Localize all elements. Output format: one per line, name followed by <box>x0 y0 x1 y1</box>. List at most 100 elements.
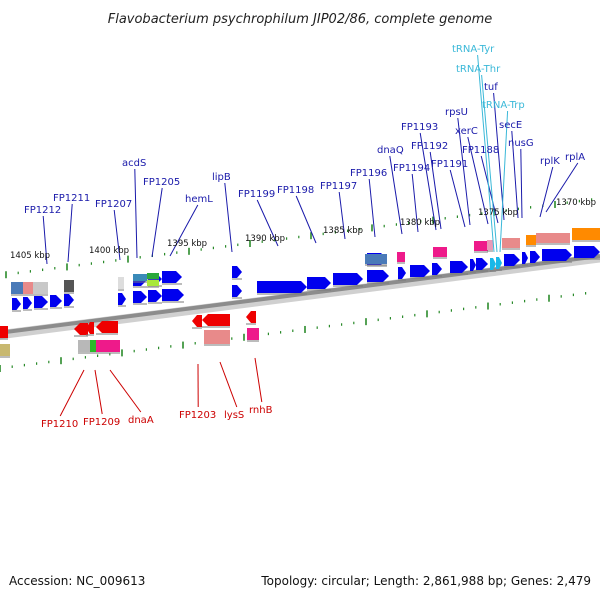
leader-line <box>419 132 437 231</box>
gene-label: lysS <box>224 410 244 421</box>
genome-title: Flavobacterium psychrophilum JIP02/86, c… <box>108 12 493 27</box>
label-leader-lines <box>42 54 579 417</box>
leader-line <box>429 151 442 230</box>
feature-block-shadow <box>64 292 74 294</box>
gene-label: xerC <box>455 126 478 137</box>
forward-gene-arrow-shadow <box>148 302 162 304</box>
forward-gene-arrow <box>50 295 62 307</box>
forward-gene-arrow-shadow <box>542 261 572 263</box>
leader-line <box>219 361 238 408</box>
feature-block-shadow <box>536 243 570 245</box>
leader-line <box>499 110 509 253</box>
feature-block <box>572 228 600 240</box>
forward-gene-arrow-shadow <box>34 308 48 310</box>
forward-gene-arrow <box>574 246 600 258</box>
forward-gene-arrow <box>398 267 406 279</box>
feature-block <box>23 282 33 294</box>
feature-block-shadow <box>33 294 48 296</box>
forward-gene-arrow-shadow <box>64 306 74 308</box>
gene-label: dnaA <box>128 415 154 426</box>
forward-gene-arrow <box>148 290 162 302</box>
feature-block <box>502 238 520 248</box>
forward-gene-arrow <box>34 296 48 308</box>
feature-block-shadow <box>502 248 520 250</box>
leader-line <box>109 369 142 413</box>
feature-block-shadow <box>96 352 120 354</box>
feature-block-shadow <box>487 250 493 252</box>
forward-gene-arrow <box>64 294 74 306</box>
feature-block-shadow <box>0 338 8 340</box>
feature-block <box>90 340 96 352</box>
gene-label: rpsU <box>445 107 468 118</box>
scale-label: 1390 kbp <box>245 234 285 244</box>
forward-gene-arrow-shadow <box>410 277 430 279</box>
gene-label: tRNA-Thr <box>456 64 501 75</box>
gene-label: FP1188 <box>462 145 499 156</box>
feature-block <box>96 340 120 352</box>
forward-gene-arrow-shadow <box>118 305 126 307</box>
feature-block-shadow <box>78 352 90 354</box>
forward-gene-arrow-shadow <box>232 297 242 299</box>
forward-gene-arrow <box>542 249 572 261</box>
forward-gene-arrow-shadow <box>522 264 528 266</box>
leader-line <box>368 178 376 238</box>
reverse-gene-arrow <box>96 321 118 333</box>
forward-gene-arrow <box>450 261 468 273</box>
forward-gene-arrow-shadow <box>432 275 442 277</box>
leader-line <box>539 166 554 218</box>
forward-gene-arrow-shadow <box>133 303 147 305</box>
forward-gene-arrow <box>530 251 540 263</box>
leader-line <box>467 136 489 225</box>
leader-line <box>338 191 346 240</box>
gene-label: lipB <box>212 172 231 183</box>
leader-line <box>113 209 121 261</box>
trna-arrow-shadow <box>496 269 502 271</box>
feature-block-shadow <box>433 257 447 259</box>
feature-block <box>11 282 23 294</box>
forward-gene-arrow <box>333 273 363 285</box>
forward-gene-arrow <box>257 281 307 293</box>
feature-block-shadow <box>365 264 387 266</box>
leader-line <box>449 169 466 228</box>
gene-label: FP1212 <box>24 205 61 216</box>
forward-gene-arrow-shadow <box>23 309 32 311</box>
gene-label: FP1207 <box>95 199 132 210</box>
forward-gene-arrow <box>307 277 331 289</box>
gene-label: FP1211 <box>53 193 90 204</box>
gene-label: FP1197 <box>320 181 357 192</box>
reverse-gene-arrow <box>192 315 202 327</box>
forward-gene-arrow <box>432 263 442 275</box>
scale-label: 1395 kbp <box>167 239 207 249</box>
forward-gene-arrow <box>232 285 242 297</box>
feature-block <box>247 328 259 340</box>
forward-gene-arrow <box>133 291 147 303</box>
gene-label: nusG <box>508 138 534 149</box>
leader-line <box>493 92 505 221</box>
forward-gene-arrow-shadow <box>50 307 62 309</box>
leader-line <box>94 369 103 415</box>
forward-gene-arrow-shadow <box>470 271 476 273</box>
feature-block-shadow <box>397 262 405 264</box>
feature-block-shadow <box>526 245 536 247</box>
forward-gene-arrow-shadow <box>162 301 184 303</box>
scale-labels: 1405 kbp 1400 kbp 1395 kbp 1390 kbp 1385 kbp… <box>10 198 596 261</box>
forward-gene-arrow <box>232 266 242 278</box>
forward-gene-arrow <box>522 252 528 264</box>
feature-block-shadow <box>204 344 230 346</box>
scale-label: 1380 kbp <box>400 218 440 228</box>
leader-line <box>254 357 263 403</box>
forward-gene-arrow <box>504 254 520 266</box>
feature-block <box>147 280 159 286</box>
gene-label: rplA <box>565 152 585 163</box>
scale-label: 1375 kbp <box>478 208 518 218</box>
gene-label: FP1193 <box>401 122 438 133</box>
forward-gene-arrow <box>367 270 389 282</box>
feature-block-shadow <box>147 286 159 288</box>
feature-block-shadow <box>247 340 259 342</box>
trna-arrow-shadow <box>490 270 496 272</box>
forward-gene-arrow <box>12 298 21 310</box>
feature-block <box>536 233 570 243</box>
gene-label: FP1203 <box>179 410 216 421</box>
trna-arrow <box>490 258 496 270</box>
